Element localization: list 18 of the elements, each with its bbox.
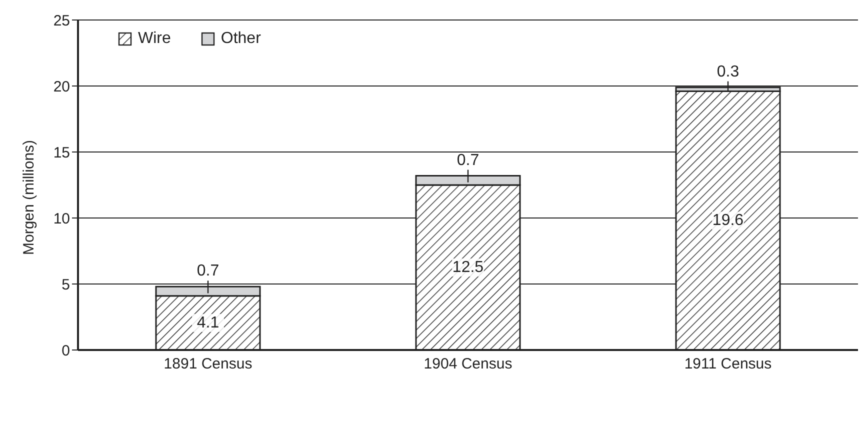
y-tick-label: 5 — [62, 276, 70, 294]
y-tick-label: 20 — [53, 78, 70, 96]
legend-label: Other — [220, 30, 261, 48]
x-tick-label: 1904 Census — [424, 356, 512, 373]
data-label: 0.7 — [456, 152, 480, 169]
data-label: 0.3 — [716, 63, 740, 80]
data-label: 12.5 — [452, 259, 484, 276]
data-label: 19.6 — [712, 212, 744, 230]
x-tick-label: 1891 Census — [164, 356, 252, 373]
y-axis-title: Morgen (millions) — [20, 140, 38, 255]
data-label: 0.7 — [196, 262, 220, 280]
legend-label: Wire — [138, 30, 171, 48]
y-tick-label: 10 — [53, 210, 70, 228]
data-label: 4.1 — [196, 314, 220, 332]
y-tick-label: 15 — [53, 144, 70, 162]
y-tick-label: 25 — [53, 12, 70, 30]
y-tick-label: 0 — [62, 342, 70, 360]
x-tick-label: 1911 Census — [684, 356, 772, 373]
